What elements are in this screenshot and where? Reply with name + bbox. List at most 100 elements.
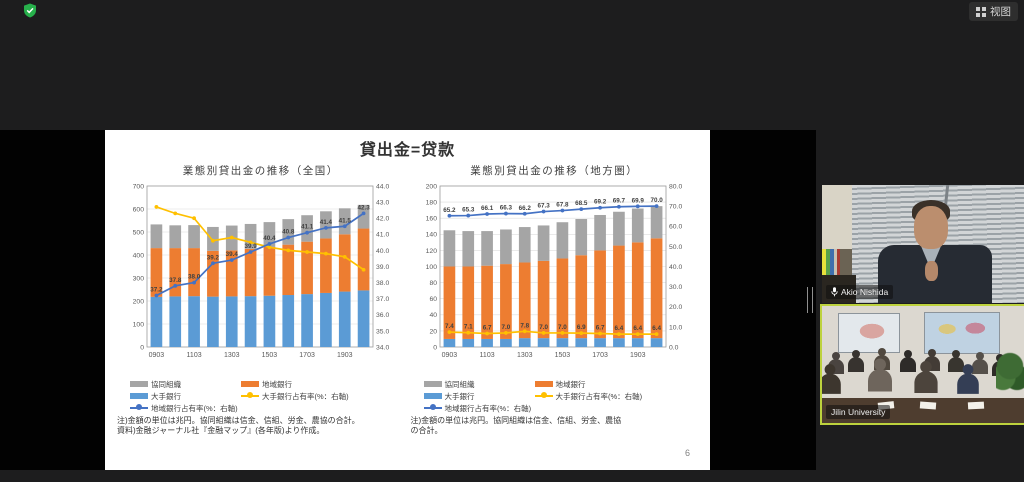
svg-text:6.9: 6.9 <box>577 324 586 331</box>
svg-text:37.8: 37.8 <box>169 277 182 284</box>
svg-text:1303: 1303 <box>224 352 240 359</box>
svg-text:20.0: 20.0 <box>669 304 682 311</box>
svg-text:140: 140 <box>426 232 438 239</box>
svg-text:6.7: 6.7 <box>483 325 492 332</box>
svg-text:43.0: 43.0 <box>376 200 389 207</box>
person-silhouette <box>972 352 988 374</box>
svg-text:160: 160 <box>426 216 438 223</box>
legend-label: 大手銀行占有率(%：右軸) <box>262 391 349 401</box>
svg-text:39.2: 39.2 <box>207 254 220 261</box>
svg-text:200: 200 <box>426 183 438 190</box>
legend-item: 協同組織 <box>423 379 535 390</box>
paper-sheet <box>919 401 937 410</box>
svg-text:44.0: 44.0 <box>376 183 389 190</box>
legend-item: 大手銀行 <box>130 391 241 402</box>
legend-bar-swatch <box>241 381 259 387</box>
svg-text:41.4: 41.4 <box>320 219 333 226</box>
svg-text:30.0: 30.0 <box>669 284 682 291</box>
svg-text:1103: 1103 <box>480 352 495 359</box>
svg-text:67.3: 67.3 <box>538 203 551 210</box>
svg-text:37.2: 37.2 <box>150 286 163 293</box>
svg-text:66.3: 66.3 <box>500 205 513 212</box>
svg-text:7.0: 7.0 <box>558 324 567 331</box>
svg-text:70.0: 70.0 <box>669 204 682 211</box>
svg-text:0903: 0903 <box>148 352 164 359</box>
svg-text:35.0: 35.0 <box>376 328 389 335</box>
plant <box>996 350 1024 396</box>
svg-text:66.1: 66.1 <box>481 205 494 212</box>
svg-text:41.0: 41.0 <box>376 232 389 239</box>
svg-text:7.0: 7.0 <box>502 324 511 331</box>
svg-text:1503: 1503 <box>555 352 571 359</box>
svg-text:6.4: 6.4 <box>634 325 643 332</box>
svg-text:120: 120 <box>426 248 438 255</box>
legend-label: 地域銀行 <box>262 379 292 389</box>
svg-text:65.2: 65.2 <box>444 207 457 214</box>
svg-text:1703: 1703 <box>299 352 315 359</box>
legend-label: 大手銀行占有率(%：右軸) <box>555 391 643 401</box>
svg-text:40: 40 <box>430 312 438 319</box>
svg-text:39.4: 39.4 <box>225 251 238 258</box>
svg-text:41.1: 41.1 <box>301 224 314 231</box>
view-button-label: 视图 <box>990 6 1011 18</box>
legend-label: 地域銀行 <box>555 379 586 389</box>
svg-text:7.0: 7.0 <box>539 324 548 331</box>
legend-label: 地域銀行占有率(%：右軸) <box>151 403 238 413</box>
participant-name: Akio Nishida <box>841 287 889 297</box>
svg-text:60: 60 <box>430 296 438 303</box>
legend-line-swatch <box>423 404 442 411</box>
svg-text:36.0: 36.0 <box>376 312 389 319</box>
svg-text:500: 500 <box>132 229 144 236</box>
svg-text:600: 600 <box>132 206 144 213</box>
name-tag: Jilin University <box>826 405 891 419</box>
svg-text:69.2: 69.2 <box>594 199 607 206</box>
legend-bar-swatch <box>534 381 553 387</box>
svg-text:39.0: 39.0 <box>376 264 389 271</box>
svg-text:1903: 1903 <box>337 352 353 359</box>
legend-item: 地域銀行占有率(%：右軸) <box>423 403 702 414</box>
chart-national-plot: 0 100 200 300 400 500 600 700 34.0 35.0 36.0 37.0 38… <box>132 183 389 359</box>
panel-resize-handle[interactable] <box>807 287 813 313</box>
svg-text:6.4: 6.4 <box>615 325 624 332</box>
legend-bar-swatch <box>423 381 442 387</box>
video-tile-akio-nishida[interactable]: Akio Nishida <box>822 185 1024 303</box>
person-silhouette <box>868 358 892 392</box>
legend-item: 協同組織 <box>130 379 241 390</box>
video-tile-jilin-university[interactable]: Jilin University <box>820 304 1024 425</box>
svg-text:40.0: 40.0 <box>376 248 389 255</box>
svg-text:50.0: 50.0 <box>669 244 682 251</box>
chart-national-title: 業態別貸出金の推移（全国） <box>182 165 339 177</box>
svg-text:70.0: 70.0 <box>651 197 664 204</box>
china-map-poster <box>838 313 900 353</box>
legend-label: 協同組織 <box>151 379 181 389</box>
svg-text:0: 0 <box>433 344 437 351</box>
slide-page-number: 6 <box>684 448 690 458</box>
legend-line-swatch <box>241 392 259 399</box>
svg-text:180: 180 <box>426 200 438 207</box>
svg-text:69.9: 69.9 <box>632 197 645 204</box>
svg-text:60.0: 60.0 <box>669 224 682 231</box>
svg-text:38.0: 38.0 <box>188 274 201 281</box>
world-map-poster <box>924 312 1000 354</box>
svg-text:7.4: 7.4 <box>445 323 454 330</box>
view-button[interactable]: 视图 <box>969 2 1018 21</box>
svg-text:0: 0 <box>140 344 144 351</box>
legend-label: 大手銀行 <box>151 391 181 401</box>
legend-bar-swatch <box>423 393 442 399</box>
charts-row: 業態別貸出金の推移（全国） 0 100 200 300 400 500 600 700 34.0… <box>105 163 710 437</box>
svg-text:65.3: 65.3 <box>462 207 475 214</box>
legend-label: 協同組織 <box>444 379 475 389</box>
svg-text:200: 200 <box>132 298 144 305</box>
svg-text:10.0: 10.0 <box>669 324 682 331</box>
legend-bar-swatch <box>130 393 148 399</box>
paper-sheet <box>967 401 985 410</box>
svg-text:68.5: 68.5 <box>575 200 588 207</box>
participant-hand <box>925 261 938 281</box>
security-shield-icon[interactable] <box>23 3 37 18</box>
microphone-icon <box>831 287 838 297</box>
legend-label: 大手銀行 <box>444 391 475 401</box>
legend-label: 地域銀行占有率(%：右軸) <box>444 403 532 413</box>
svg-text:40.8: 40.8 <box>282 229 295 236</box>
svg-text:80.0: 80.0 <box>669 183 682 190</box>
svg-text:6.4: 6.4 <box>652 325 661 332</box>
